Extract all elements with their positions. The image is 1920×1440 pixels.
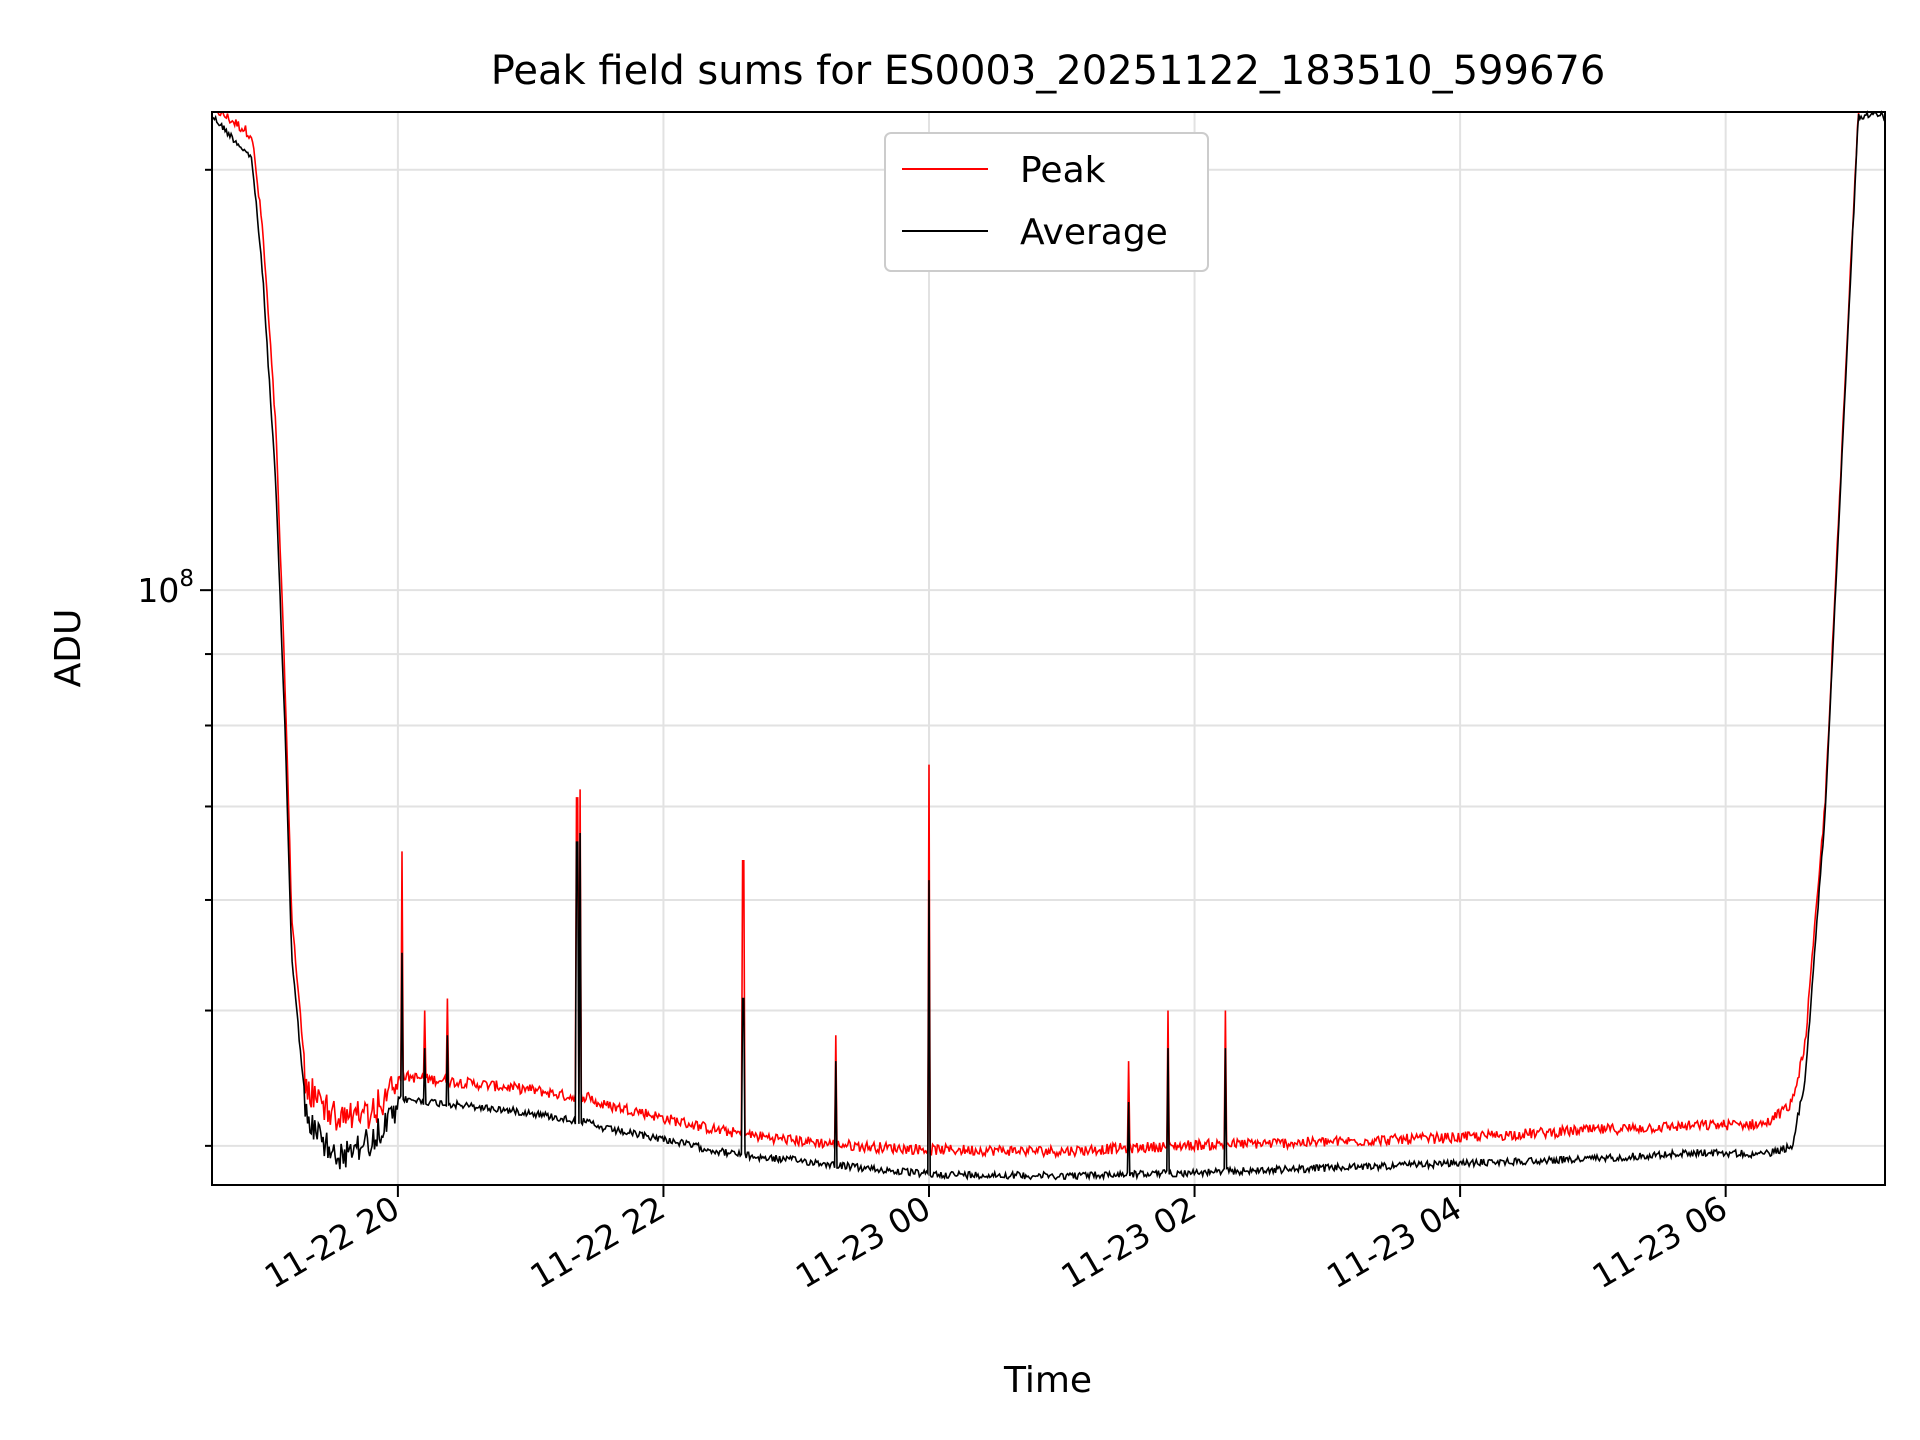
legend-box (884, 132, 1209, 272)
series-line-peak (212, 111, 1885, 1160)
y-tick-label-exponent: 8 (179, 566, 194, 592)
series-layer (211, 110, 1886, 1182)
x-axis-label: Time (1003, 1360, 1092, 1401)
legend: Peak Average (884, 132, 1209, 272)
y-tick-label-base: 10 (137, 571, 179, 610)
plot-frame (211, 111, 1886, 1186)
series-line-average (211, 110, 1886, 1182)
legend-average-label: Average (1020, 212, 1168, 253)
chart-title: Peak field sums for ES0003_20251122_1835… (491, 48, 1606, 94)
y-axis-label: ADU (48, 609, 89, 688)
legend-peak-label: Peak (1020, 150, 1106, 191)
grid (212, 112, 1885, 1185)
y-tick-label: 108 (137, 566, 194, 610)
